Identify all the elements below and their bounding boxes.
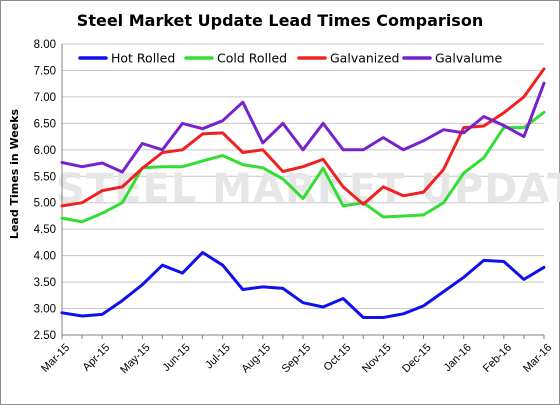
y-tick-label: 7.00	[34, 92, 56, 104]
y-tick-label: 2.50	[34, 330, 56, 342]
series-layer	[60, 67, 546, 319]
legend-label: Galvalume	[435, 51, 502, 66]
y-tick-label: 6.00	[34, 145, 56, 157]
chart-title: Steel Market Update Lead Times Compariso…	[77, 11, 483, 30]
y-tick-label: 4.00	[34, 251, 56, 263]
y-tick-label: 3.50	[34, 277, 56, 289]
y-axis-label: Lead Times in Weeks	[8, 108, 21, 239]
legend-label: Cold Rolled	[217, 51, 287, 66]
y-tick-label: 5.50	[34, 171, 56, 183]
legend-label: Hot Rolled	[111, 51, 175, 66]
series-line-galvalume	[60, 81, 546, 174]
legend: Hot Rolled Cold Rolled Galvanized Galvalume	[78, 51, 502, 66]
y-tick-label: 3.00	[34, 304, 56, 316]
y-tick-label: 4.50	[34, 224, 56, 236]
y-tick-label: 8.00	[34, 39, 56, 51]
series-line-hot-rolled	[60, 251, 546, 319]
y-tick-label: 5.00	[34, 198, 56, 210]
legend-label: Galvanized	[330, 51, 399, 66]
y-tick-label: 6.50	[34, 118, 56, 130]
series-line-galvanized	[60, 67, 546, 208]
y-tick-label: 7.50	[34, 65, 56, 77]
